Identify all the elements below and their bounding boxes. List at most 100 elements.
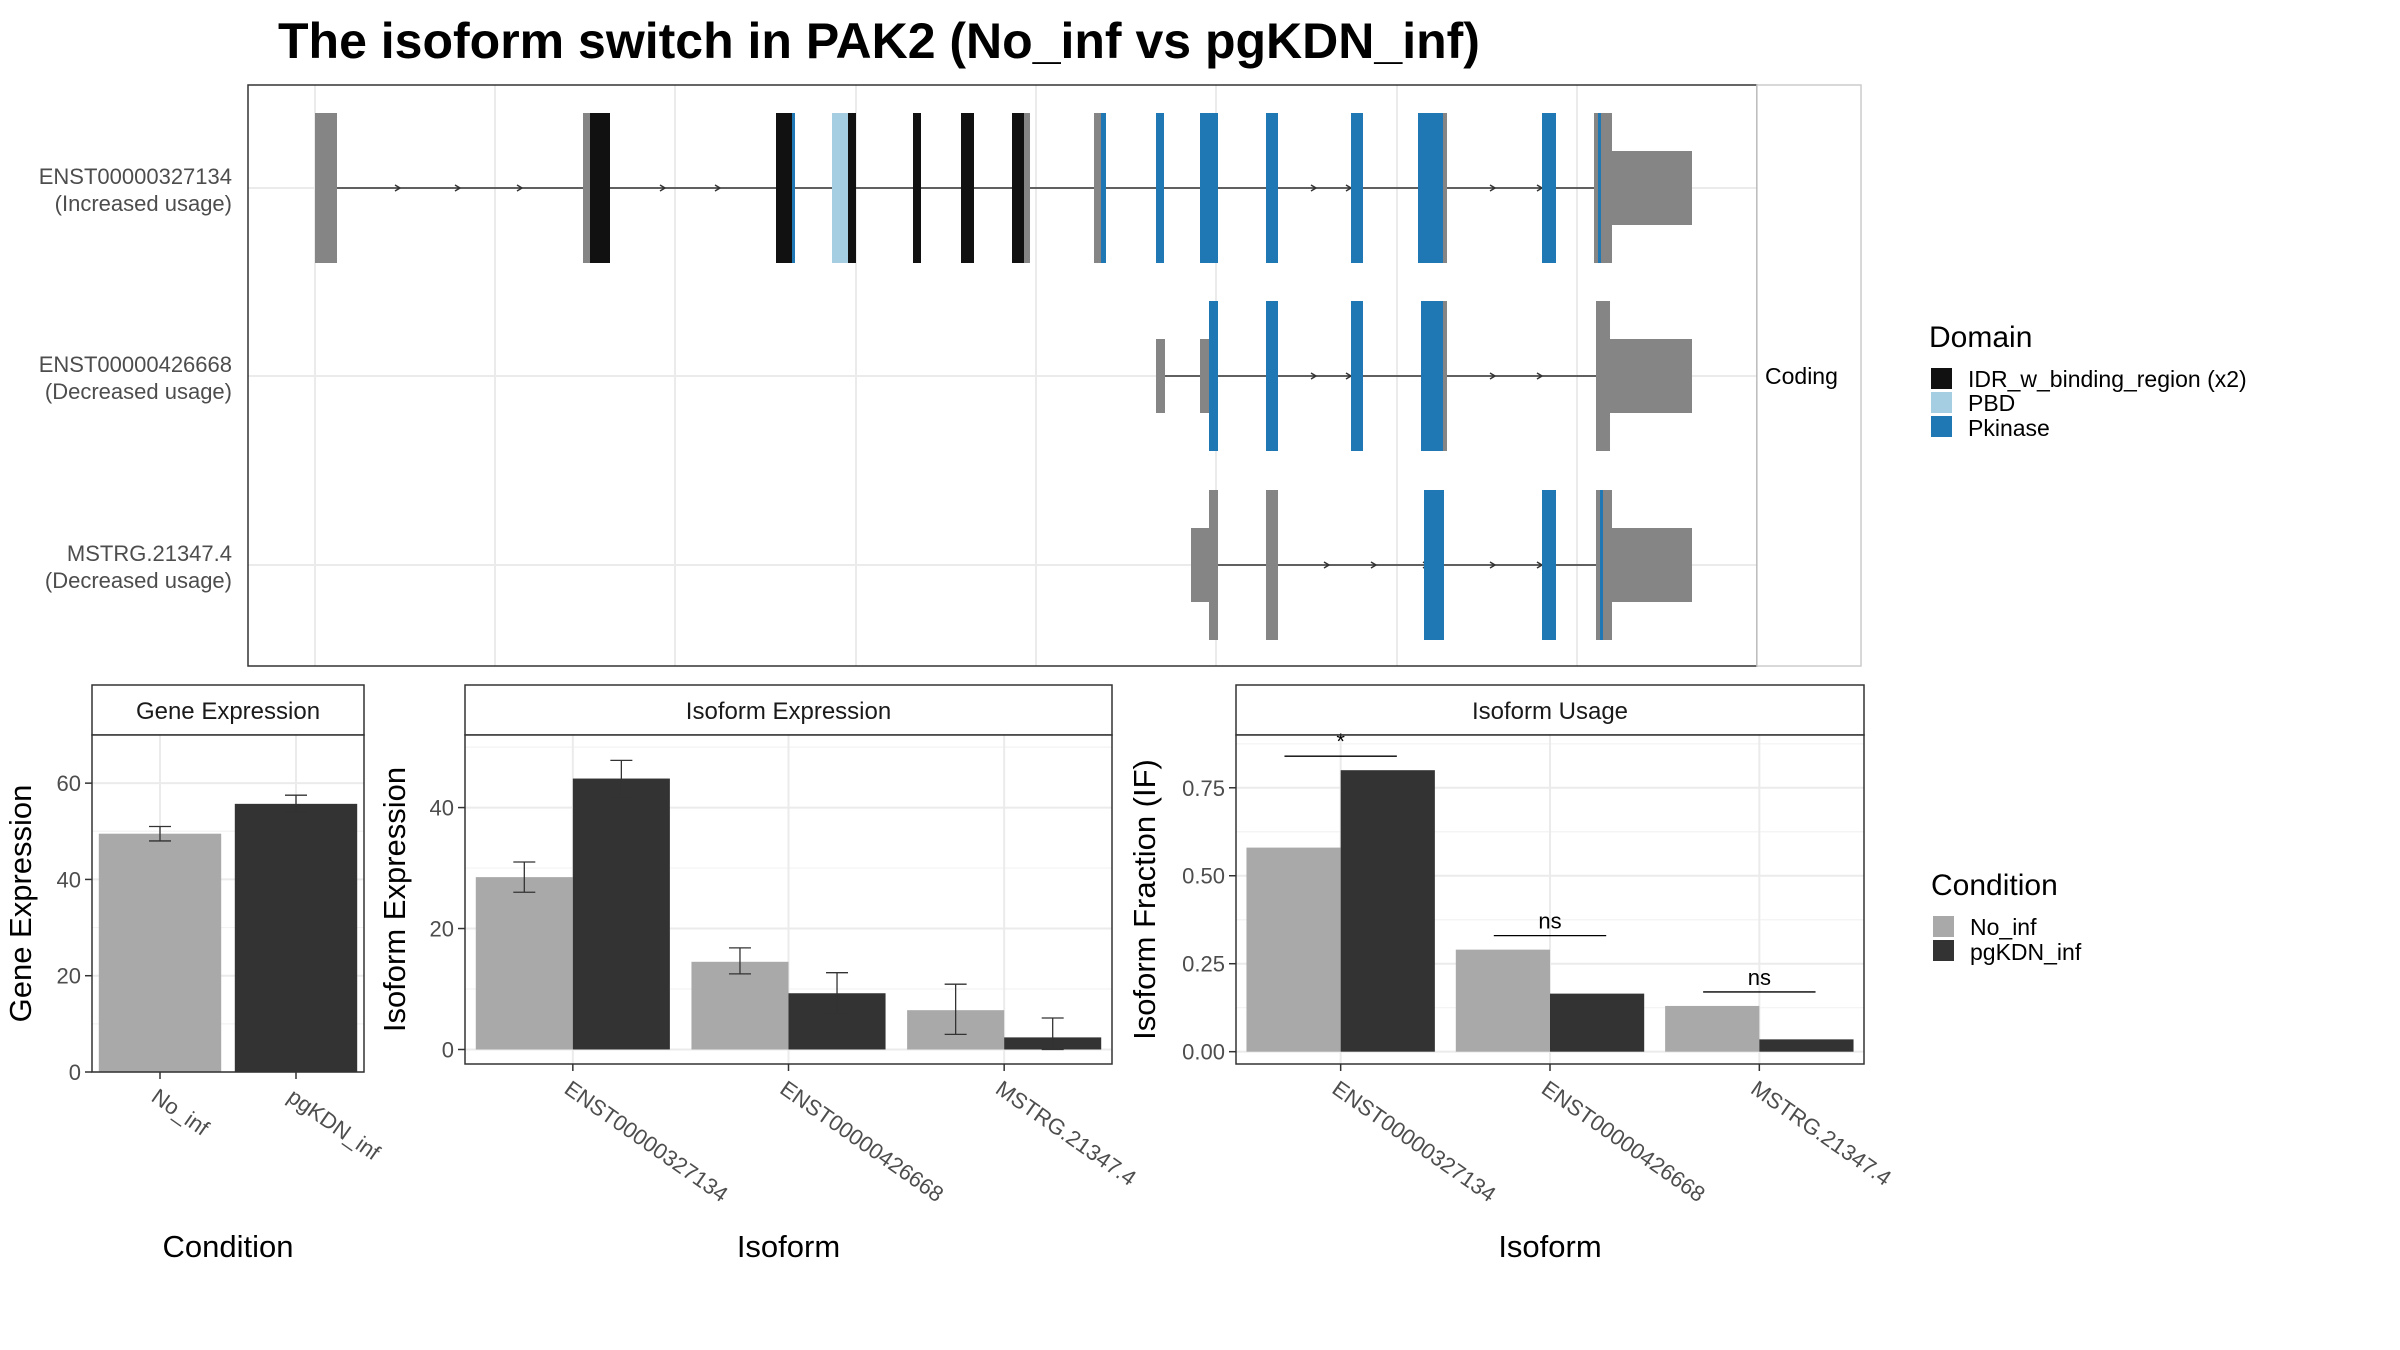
y-tick-label: 20	[430, 917, 454, 942]
exon-block	[1156, 339, 1165, 413]
x-axis-title: Isoform	[737, 1229, 840, 1264]
intron-arrow	[1489, 561, 1497, 569]
x-tick-label: pgKDN_inf	[283, 1084, 385, 1166]
x-tick-label: MSTRG.21347.4	[991, 1076, 1141, 1191]
transcript-usage-label: (Decreased usage)	[45, 379, 232, 404]
intron-arrow	[1310, 372, 1318, 380]
legend-swatch-pbd	[1931, 392, 1952, 413]
transcript-usage-label: (Increased usage)	[55, 191, 232, 216]
intron-arrow	[394, 184, 402, 192]
intron-arrow	[1310, 184, 1318, 192]
x-tick-label: ENST00000327134	[1328, 1076, 1501, 1207]
y-tick-label: 0	[442, 1037, 454, 1062]
y-axis-title: Isoform Expression	[377, 767, 412, 1032]
domain-block	[1101, 113, 1106, 263]
exon-block	[1612, 528, 1692, 602]
y-tick-label: 60	[57, 771, 81, 796]
exon-block	[1596, 490, 1600, 640]
legend-label-pgkdn-inf: pgKDN_inf	[1970, 939, 2082, 965]
coding-strip-label: Coding	[1765, 363, 1838, 389]
intron-arrow	[659, 184, 667, 192]
bar	[234, 803, 358, 1072]
condition-legend-title: Condition	[1931, 869, 2058, 902]
exon-block	[1612, 151, 1692, 225]
bar	[1550, 993, 1645, 1052]
significance-label: ns	[1538, 909, 1561, 934]
domain-block	[832, 113, 848, 263]
legend-swatch-idr	[1931, 368, 1952, 389]
gene-expression-panel: Gene Expression 0 20 40 60 No_inf pgKDN_inf Con…	[3, 684, 385, 1264]
significance-label: *	[1336, 729, 1345, 754]
legend-swatch-pkinase	[1931, 416, 1952, 437]
intron-arrow	[1489, 372, 1497, 380]
intron-arrow	[1489, 184, 1497, 192]
plot-border	[91, 734, 365, 1073]
transcript-id-label: ENST00000426668	[39, 352, 232, 377]
exon-block	[1601, 113, 1612, 263]
coding-strip: Coding	[1756, 84, 1862, 667]
exon-block	[1024, 113, 1030, 263]
domain-block	[1600, 490, 1603, 640]
domain-block	[1012, 113, 1024, 263]
domain-block	[913, 113, 921, 263]
figure-title: The isoform switch in PAK2 (No_inf vs pg…	[278, 13, 1480, 69]
domain-block	[1200, 113, 1218, 263]
y-tick-label: 0.75	[1182, 776, 1225, 801]
bar	[1759, 1039, 1854, 1052]
panel-strip	[464, 684, 1113, 736]
x-tick-label: ENST00000426668	[776, 1076, 949, 1207]
significance-label: ns	[1748, 965, 1771, 990]
bar	[691, 961, 789, 1050]
transcript-usage-label: (Decreased usage)	[45, 568, 232, 593]
panel-strip	[1235, 684, 1865, 736]
bar	[1665, 1005, 1760, 1052]
domain-legend-title: Domain	[1929, 321, 2032, 354]
exon-block	[1443, 113, 1447, 263]
bar	[1246, 847, 1341, 1052]
y-tick-label: 0.00	[1182, 1040, 1225, 1065]
y-axis-title: Isoform Fraction (IF)	[1127, 759, 1162, 1040]
legend-label-no-inf: No_inf	[1970, 914, 2037, 940]
transcript-id-label: ENST00000327134	[39, 164, 232, 189]
panel-strip-label: Isoform Usage	[1472, 698, 1628, 725]
intron-arrow	[1323, 561, 1331, 569]
x-tick-label: MSTRG.21347.4	[1746, 1076, 1896, 1191]
exon-block	[1191, 528, 1209, 602]
isoform-usage-panel: Isoform Usage * ns ns 0.00 0.25 0.50 0.75 ENST00…	[1127, 684, 1896, 1264]
domain-block	[1266, 113, 1278, 263]
y-tick-label: 0.25	[1182, 952, 1225, 977]
panel-strip-label: Isoform Expression	[686, 698, 891, 725]
y-tick-label: 20	[57, 964, 81, 989]
intron-arrow	[1536, 372, 1544, 380]
exon-block	[583, 113, 592, 263]
exon-block	[1596, 301, 1610, 451]
intron-arrow	[714, 184, 722, 192]
isoform-expression-panel: Isoform Expression 0 20 40 ENST00000327134 EN…	[377, 684, 1141, 1264]
bar	[572, 778, 670, 1050]
exon-block	[1443, 301, 1447, 451]
transcript-structure-panel: ENST00000327134(Increased usage) ENST0000…	[39, 84, 1758, 667]
exon-block	[1200, 339, 1209, 413]
exon-block	[1594, 113, 1598, 263]
exon-block	[315, 113, 337, 263]
intron-arrow	[454, 184, 462, 192]
intron-arrow	[1370, 561, 1378, 569]
y-tick-label: 40	[430, 796, 454, 821]
exon-block	[1610, 339, 1692, 413]
domain-block	[792, 113, 795, 263]
domain-block	[961, 113, 974, 263]
y-tick-label: 0	[69, 1060, 81, 1085]
domain-block	[1156, 113, 1164, 263]
domain-block	[1542, 113, 1556, 263]
y-axis-title: Gene Expression	[3, 785, 38, 1023]
domain-block	[848, 113, 856, 263]
legend-label-pkinase: Pkinase	[1968, 415, 2050, 441]
bar	[1340, 770, 1435, 1052]
domain-block	[1542, 490, 1556, 640]
x-tick-label: ENST00000327134	[560, 1076, 733, 1207]
exon-block	[1266, 490, 1278, 640]
intron-arrow	[516, 184, 524, 192]
condition-legend: Condition No_inf pgKDN_inf	[1931, 869, 2082, 965]
domain-block	[590, 113, 610, 263]
